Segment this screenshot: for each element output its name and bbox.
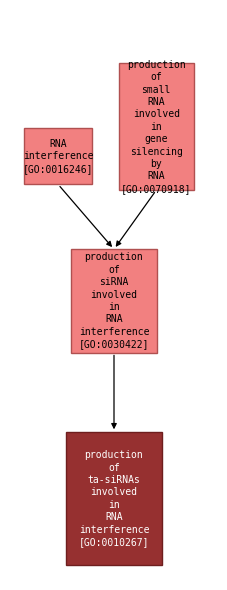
FancyBboxPatch shape: [118, 64, 193, 190]
FancyBboxPatch shape: [24, 129, 92, 184]
Text: production
of
siRNA
involved
in
RNA
interference
[GO:0030422]: production of siRNA involved in RNA inte…: [78, 253, 149, 349]
FancyBboxPatch shape: [70, 250, 157, 353]
FancyBboxPatch shape: [66, 432, 161, 565]
Text: production
of
small
RNA
involved
in
gene
silencing
by
RNA
[GO:0070918]: production of small RNA involved in gene…: [120, 60, 191, 194]
Text: production
of
ta-siRNAs
involved
in
RNA
interference
[GO:0010267]: production of ta-siRNAs involved in RNA …: [78, 450, 149, 547]
Text: RNA
interference
[GO:0016246]: RNA interference [GO:0016246]: [23, 139, 93, 173]
